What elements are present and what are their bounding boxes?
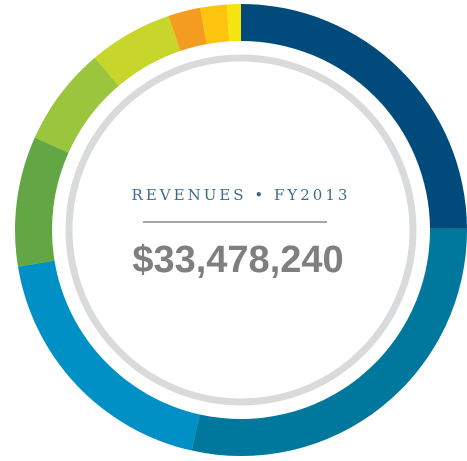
donut-segment	[18, 260, 200, 451]
total-label: $33,478,240	[132, 239, 343, 281]
donut-segment	[241, 4, 467, 229]
chart-title: REVENUES • FY2013	[132, 186, 351, 204]
donut-segment	[14, 137, 69, 267]
donut-segment	[191, 228, 467, 456]
donut-segment	[226, 4, 241, 42]
donut-segment	[34, 57, 119, 153]
donut-segment	[200, 4, 230, 45]
inner-ring	[65, 54, 417, 406]
donut-segment	[168, 7, 207, 51]
donut-segment	[94, 15, 181, 86]
